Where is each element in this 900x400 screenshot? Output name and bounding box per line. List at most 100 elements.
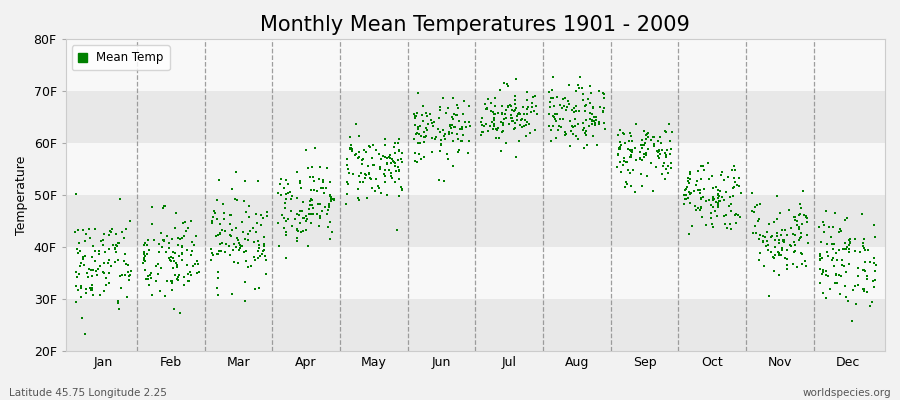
Point	[140, 251, 154, 257]
Point	[306, 211, 320, 218]
Point	[210, 285, 224, 292]
Point	[682, 168, 697, 175]
Point	[223, 212, 238, 218]
Point	[314, 185, 328, 191]
Point	[192, 269, 206, 276]
Point	[788, 249, 802, 256]
Point	[731, 212, 745, 218]
Point	[437, 131, 452, 137]
Point	[479, 106, 493, 112]
Point	[137, 242, 151, 248]
Point	[163, 256, 177, 263]
Point	[858, 258, 872, 265]
Point	[716, 197, 731, 203]
Point	[209, 233, 223, 239]
Point	[487, 110, 501, 117]
Point	[493, 86, 508, 93]
Point	[256, 241, 271, 247]
Point	[369, 146, 383, 153]
Point	[374, 156, 388, 162]
Point	[770, 233, 784, 239]
Point	[119, 261, 133, 268]
Point	[825, 241, 840, 247]
Point	[290, 238, 304, 244]
Point	[427, 119, 441, 125]
Point	[294, 207, 309, 214]
Point	[613, 127, 627, 133]
Point	[76, 254, 91, 260]
Point	[303, 198, 318, 204]
Point	[218, 227, 232, 234]
Point	[835, 262, 850, 268]
Point	[164, 254, 178, 260]
Point	[855, 211, 869, 217]
Point	[232, 242, 247, 248]
Point	[659, 129, 673, 135]
Point	[796, 188, 811, 194]
Point	[815, 290, 830, 296]
Point	[213, 248, 228, 254]
Point	[226, 246, 240, 253]
Point	[663, 160, 678, 166]
Point	[102, 257, 116, 263]
Point	[659, 154, 673, 160]
Point	[801, 240, 815, 247]
Point	[238, 249, 252, 256]
Point	[216, 201, 230, 207]
Point	[480, 106, 494, 113]
Point	[106, 242, 121, 249]
Point	[377, 173, 392, 179]
Point	[479, 121, 493, 127]
Point	[487, 122, 501, 129]
Point	[820, 241, 834, 248]
Point	[824, 286, 838, 293]
Point	[835, 257, 850, 263]
Point	[364, 176, 378, 183]
Point	[88, 268, 103, 274]
Point	[697, 185, 711, 192]
Point	[160, 278, 175, 284]
Point	[480, 105, 494, 111]
Point	[374, 190, 388, 196]
Point	[205, 214, 220, 220]
Point	[348, 120, 363, 127]
Point	[780, 266, 795, 272]
Point	[256, 234, 271, 240]
Point	[238, 236, 252, 242]
Point	[481, 96, 495, 102]
Point	[409, 113, 423, 120]
Point	[612, 146, 626, 152]
Point	[212, 231, 227, 237]
Point	[184, 248, 199, 254]
Point	[860, 247, 875, 254]
Point	[229, 225, 243, 232]
Point	[138, 257, 152, 264]
Point	[383, 154, 398, 161]
Point	[710, 213, 724, 219]
Point	[498, 111, 512, 117]
Point	[507, 107, 521, 114]
Point	[76, 227, 90, 233]
Point	[418, 133, 433, 140]
Point	[509, 154, 524, 160]
Point	[154, 230, 168, 236]
Point	[639, 152, 653, 158]
Point	[290, 235, 304, 242]
Point	[176, 233, 191, 239]
Point	[294, 185, 309, 192]
Point	[843, 236, 858, 242]
Point	[228, 196, 242, 202]
Point	[122, 269, 136, 275]
Point	[353, 179, 367, 185]
Point	[545, 123, 560, 129]
Point	[683, 176, 698, 182]
Point	[443, 122, 457, 128]
Point	[684, 190, 698, 196]
Point	[438, 131, 453, 137]
Point	[426, 122, 440, 129]
Point	[315, 208, 329, 214]
Point	[569, 133, 583, 140]
Point	[75, 282, 89, 289]
Point	[588, 122, 602, 128]
Point	[345, 148, 359, 154]
